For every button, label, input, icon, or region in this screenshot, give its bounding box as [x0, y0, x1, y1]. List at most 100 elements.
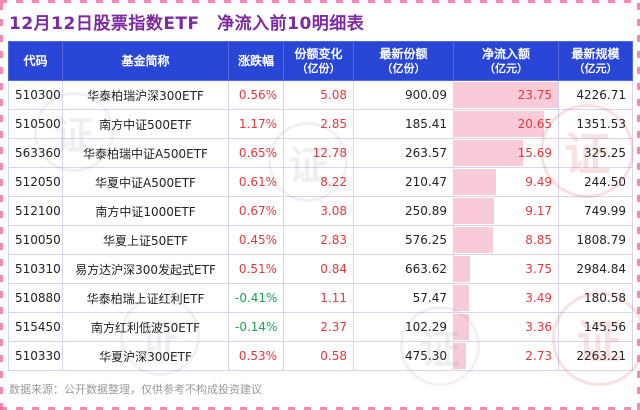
share-change-cell: 0.84 — [283, 254, 354, 284]
share-change-cell: 2.83 — [283, 225, 354, 255]
header-cell-5: 净流入额 （亿元） — [453, 41, 559, 81]
change-cell: 0.45% — [228, 225, 284, 255]
share-change-cell: 5.08 — [283, 80, 354, 110]
fund-name-cell: 华夏上证50ETF — [62, 225, 229, 255]
change-cell: 0.67% — [228, 196, 284, 226]
share-change-cell: 2.85 — [283, 109, 354, 139]
table-row: 510500 南方中证500ETF 1.17% 2.85 185.41 20.65 1351… — [8, 109, 633, 139]
net-inflow-cell: 9.49 — [453, 167, 559, 197]
net-inflow-cell: 20.65 — [453, 109, 559, 139]
code-cell: 512100 — [8, 196, 63, 226]
change-cell: 0.56% — [228, 80, 284, 110]
net-inflow-bar — [454, 82, 558, 108]
latest-share-cell: 102.29 — [353, 312, 454, 342]
net-inflow-bar — [454, 343, 466, 369]
net-inflow-bar — [454, 169, 496, 195]
code-cell: 510050 — [8, 225, 63, 255]
latest-scale-cell: 1351.53 — [558, 109, 633, 139]
net-inflow-bar — [454, 140, 523, 166]
fund-name-cell: 易方达沪深300发起式ETF — [62, 254, 229, 284]
latest-scale-cell: 244.50 — [558, 167, 633, 197]
fund-name-cell: 南方中证1000ETF — [62, 196, 229, 226]
code-cell: 563360 — [8, 138, 63, 168]
net-inflow-cell: 9.17 — [453, 196, 559, 226]
code-cell: 515450 — [8, 312, 63, 342]
fund-name-cell: 华夏中证A500ETF — [62, 167, 229, 197]
change-cell: 0.65% — [228, 138, 284, 168]
latest-share-cell: 185.41 — [353, 109, 454, 139]
fund-name-cell: 华夏沪深300ETF — [62, 341, 229, 371]
table-row: 512100 南方中证1000ETF 0.67% 3.08 250.89 9.17 749.… — [8, 196, 633, 226]
latest-scale-cell: 180.58 — [558, 283, 633, 313]
share-change-cell: 0.58 — [283, 341, 354, 371]
fund-name-cell: 华泰柏瑞上证红利ETF — [62, 283, 229, 313]
change-cell: 0.51% — [228, 254, 284, 284]
code-cell: 510880 — [8, 283, 63, 313]
net-inflow-cell: 3.49 — [453, 283, 559, 313]
net-inflow-cell: 8.85 — [453, 225, 559, 255]
net-inflow-bar — [454, 111, 545, 137]
net-inflow-cell: 2.73 — [453, 341, 559, 371]
change-cell: 0.61% — [228, 167, 284, 197]
latest-scale-cell: 2984.84 — [558, 254, 633, 284]
header-cell-0: 代码 — [8, 41, 63, 81]
net-inflow-bar — [454, 227, 493, 253]
code-cell: 510310 — [8, 254, 63, 284]
table-row: 510330 华夏沪深300ETF 0.53% 0.58 475.30 2.73 2263.… — [8, 341, 633, 371]
latest-scale-cell: 749.99 — [558, 196, 633, 226]
latest-scale-cell: 4226.71 — [558, 80, 633, 110]
etf-flow-table: 代码 基金简称 涨跌幅 份额变化 （亿份） 最新份额 （亿份） 净流入额 （亿元） 最新规模 （亿元… — [8, 41, 633, 371]
table-row: 515450 南方红利低波50ETF -0.14% 2.37 102.29 3.36 145… — [8, 312, 633, 342]
latest-share-cell: 263.57 — [353, 138, 454, 168]
share-change-cell: 3.08 — [283, 196, 354, 226]
header-cell-1: 基金简称 — [62, 41, 229, 81]
latest-share-cell: 576.25 — [353, 225, 454, 255]
net-inflow-bar — [454, 198, 495, 224]
net-inflow-cell: 15.69 — [453, 138, 559, 168]
change-cell: 0.53% — [228, 341, 284, 371]
change-cell: -0.14% — [228, 312, 284, 342]
fund-name-cell: 华泰柏瑞中证A500ETF — [62, 138, 229, 168]
share-change-cell: 12.78 — [283, 138, 354, 168]
latest-share-cell: 900.09 — [353, 80, 454, 110]
table-row: 512050 华夏中证A500ETF 0.61% 8.22 210.47 9.49 244.… — [8, 167, 633, 197]
share-change-cell: 2.37 — [283, 312, 354, 342]
latest-share-cell: 250.89 — [353, 196, 454, 226]
table-row: 510310 易方达沪深300发起式ETF 0.51% 0.84 663.62 3.75 2… — [8, 254, 633, 284]
table-row: 510050 华夏上证50ETF 0.45% 2.83 576.25 8.85 1808.7… — [8, 225, 633, 255]
net-inflow-bar — [454, 285, 470, 311]
share-change-cell: 8.22 — [283, 167, 354, 197]
code-cell: 510500 — [8, 109, 63, 139]
footer-note: 数据来源：公开数据整理，仅供参考不构成投资建议 — [9, 383, 262, 396]
change-cell: -0.41% — [228, 283, 284, 313]
fund-name-cell: 华泰柏瑞沪深300ETF — [62, 80, 229, 110]
net-inflow-cell: 23.75 — [453, 80, 559, 110]
header-cell-4: 最新份额 （亿份） — [353, 41, 454, 81]
header-cell-3: 份额变化 （亿份） — [283, 41, 354, 81]
header-cell-2: 涨跌幅 — [228, 41, 284, 81]
net-inflow-bar — [454, 256, 471, 282]
latest-share-cell: 57.47 — [353, 283, 454, 313]
table-row: 563360 华泰柏瑞中证A500ETF 0.65% 12.78 263.57 15.69… — [8, 138, 633, 168]
net-inflow-bar — [454, 314, 469, 340]
code-cell: 510300 — [8, 80, 63, 110]
header-cell-6: 最新规模 （亿元） — [558, 41, 633, 81]
code-cell: 510330 — [8, 341, 63, 371]
table-body: 510300 华泰柏瑞沪深300ETF 0.56% 5.08 900.09 23.75 42… — [8, 80, 633, 371]
fund-name-cell: 南方中证500ETF — [62, 109, 229, 139]
latest-share-cell: 210.47 — [353, 167, 454, 197]
code-cell: 512050 — [8, 167, 63, 197]
fund-name-cell: 南方红利低波50ETF — [62, 312, 229, 342]
latest-scale-cell: 2263.21 — [558, 341, 633, 371]
change-cell: 1.17% — [228, 109, 284, 139]
share-change-cell: 1.11 — [283, 283, 354, 313]
table-row: 510880 华泰柏瑞上证红利ETF -0.41% 1.11 57.47 3.49 180.… — [8, 283, 633, 313]
net-inflow-cell: 3.75 — [453, 254, 559, 284]
latest-scale-cell: 1808.79 — [558, 225, 633, 255]
table-header-row: 代码 基金简称 涨跌幅 份额变化 （亿份） 最新份额 （亿份） 净流入额 （亿元） 最新规模 （亿元… — [8, 41, 633, 81]
left-dashed-border — [0, 0, 3, 410]
latest-share-cell: 663.62 — [353, 254, 454, 284]
net-inflow-cell: 3.36 — [453, 312, 559, 342]
page-title: 12月12日股票指数ETF 净流入前10明细表 — [9, 14, 365, 34]
